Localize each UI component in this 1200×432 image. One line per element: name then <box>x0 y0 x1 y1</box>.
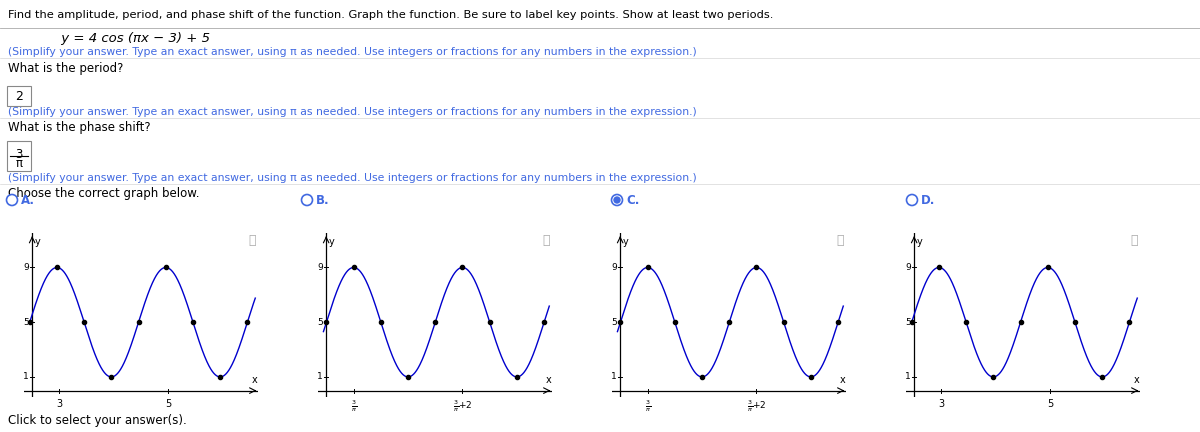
Text: 2: 2 <box>16 89 23 102</box>
Text: What is the period?: What is the period? <box>8 62 124 75</box>
Text: 5: 5 <box>23 318 29 327</box>
Text: ⌕: ⌕ <box>1130 234 1139 247</box>
Text: What is the phase shift?: What is the phase shift? <box>8 121 151 134</box>
Text: $\frac{3}{\pi}$+2: $\frac{3}{\pi}$+2 <box>746 399 766 414</box>
Text: x: x <box>251 375 257 385</box>
Circle shape <box>6 194 18 206</box>
Text: D.: D. <box>922 194 935 206</box>
Text: B.: B. <box>316 194 330 206</box>
Text: $\frac{3}{\pi}$+2: $\frac{3}{\pi}$+2 <box>452 399 472 414</box>
Text: 1: 1 <box>905 372 911 381</box>
Text: y: y <box>623 238 629 248</box>
Text: 5: 5 <box>317 318 323 327</box>
Text: ⌕: ⌕ <box>836 234 845 247</box>
Text: C.: C. <box>626 194 640 206</box>
Text: 9: 9 <box>317 263 323 272</box>
FancyBboxPatch shape <box>7 86 31 106</box>
Text: 9: 9 <box>611 263 617 272</box>
Text: ⌕: ⌕ <box>542 234 551 247</box>
Text: 1: 1 <box>23 372 29 381</box>
Text: 9: 9 <box>905 263 911 272</box>
Text: 3: 3 <box>16 148 23 161</box>
Text: 3: 3 <box>938 399 944 409</box>
Text: 1: 1 <box>317 372 323 381</box>
Text: 9: 9 <box>23 263 29 272</box>
FancyBboxPatch shape <box>7 141 31 171</box>
Text: 5: 5 <box>611 318 617 327</box>
Text: π: π <box>16 157 23 170</box>
Text: 5: 5 <box>166 399 172 409</box>
Text: (Simplify your answer. Type an exact answer, using π as needed. Use integers or : (Simplify your answer. Type an exact ans… <box>8 107 697 117</box>
Text: y: y <box>329 238 335 248</box>
Text: $\frac{3}{\pi}$: $\frac{3}{\pi}$ <box>644 399 650 414</box>
Text: $\frac{3}{\pi}$: $\frac{3}{\pi}$ <box>350 399 356 414</box>
Text: y = 4 cos (πx − 3) + 5: y = 4 cos (πx − 3) + 5 <box>40 32 210 45</box>
Circle shape <box>301 194 312 206</box>
Text: y: y <box>917 238 923 248</box>
Circle shape <box>906 194 918 206</box>
Text: Choose the correct graph below.: Choose the correct graph below. <box>8 187 199 200</box>
Text: (Simplify your answer. Type an exact answer, using π as needed. Use integers or : (Simplify your answer. Type an exact ans… <box>8 173 697 183</box>
Text: Find the amplitude, period, and phase shift of the function. Graph the function.: Find the amplitude, period, and phase sh… <box>8 10 773 20</box>
Circle shape <box>614 197 620 203</box>
Circle shape <box>612 194 623 206</box>
Text: A.: A. <box>22 194 35 206</box>
Text: ⌕: ⌕ <box>248 234 257 247</box>
Text: x: x <box>839 375 845 385</box>
Text: x: x <box>1133 375 1139 385</box>
Text: 1: 1 <box>611 372 617 381</box>
Text: x: x <box>545 375 551 385</box>
Text: 5: 5 <box>1048 399 1054 409</box>
Text: Click to select your answer(s).: Click to select your answer(s). <box>8 414 187 427</box>
Text: y: y <box>35 238 41 248</box>
Text: 3: 3 <box>56 399 62 409</box>
Text: 5: 5 <box>905 318 911 327</box>
Text: (Simplify your answer. Type an exact answer, using π as needed. Use integers or : (Simplify your answer. Type an exact ans… <box>8 47 697 57</box>
